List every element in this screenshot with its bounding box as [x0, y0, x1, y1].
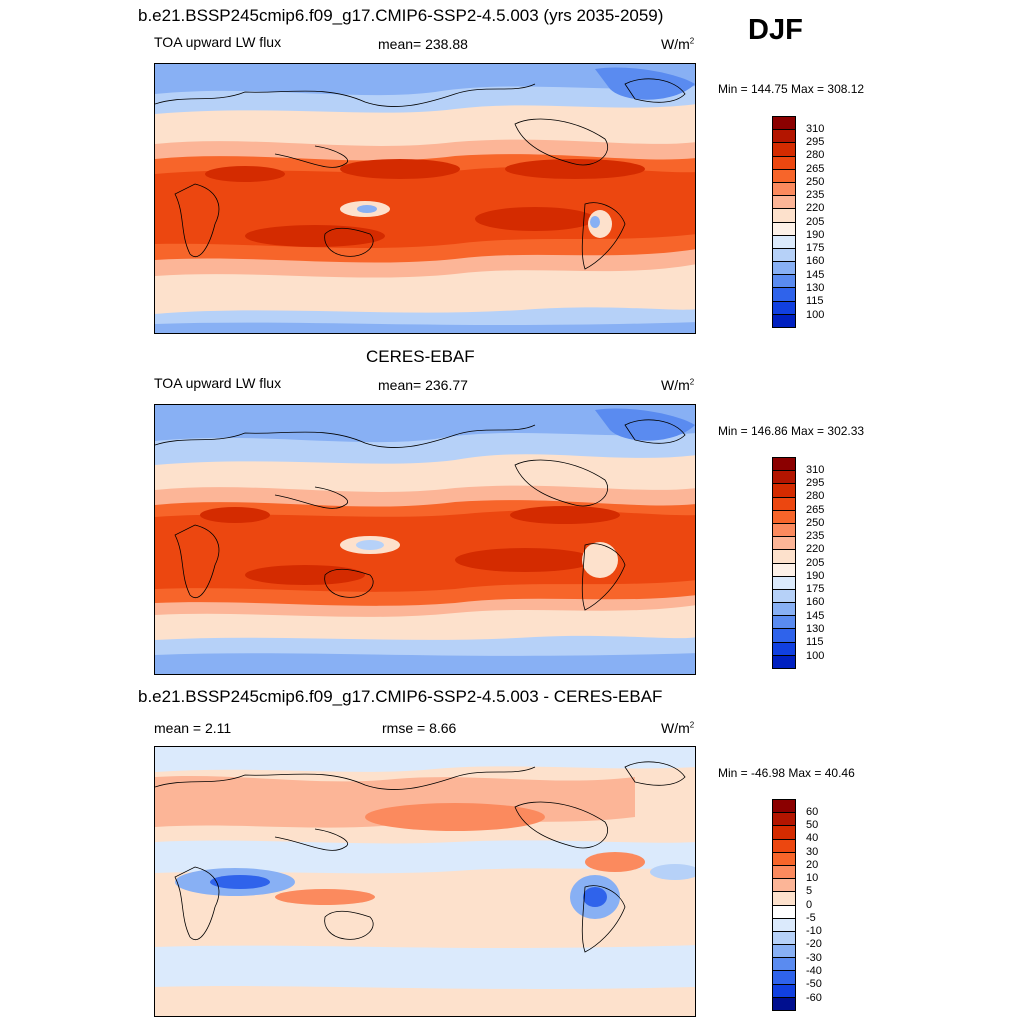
panel1-cbar-label: 145 — [806, 269, 825, 281]
panel1-cbar-label: 115 — [806, 295, 824, 307]
panel1-cbar-label: 280 — [806, 149, 825, 161]
panel2-cbar-label: 205 — [806, 557, 825, 569]
panel2-cbar-label: 130 — [806, 623, 825, 635]
panel3-minmax: Min = -46.98 Max = 40.46 — [718, 766, 855, 780]
panel3-title: b.e21.BSSP245cmip6.f09_g17.CMIP6-SSP2-4.… — [138, 687, 663, 706]
panel3-cbar-label: 30 — [806, 846, 819, 858]
panel3-cbar-label: 40 — [806, 832, 819, 844]
panel3-cbar-label: 20 — [806, 859, 819, 871]
panel1-cbar-label: 205 — [806, 216, 825, 228]
panel2-colorbar: 310 295 280 265 250 235 220 205 190 175 … — [772, 457, 824, 669]
panel1-cbar-label: 220 — [806, 202, 825, 214]
panel1-cbar-label: 310 — [806, 123, 825, 135]
panel3-cbar-label: 5 — [806, 885, 813, 897]
panel1-map-svg — [155, 64, 695, 333]
panel2-cbar-label: 280 — [806, 490, 825, 502]
panel2-colorbar-boxes — [772, 457, 796, 669]
panel1-cbar-label: 235 — [806, 189, 825, 201]
panel3-cbar-label: 10 — [806, 872, 819, 884]
panel2-cbar-label: 295 — [806, 477, 825, 489]
panel3-mean-label: mean = 2.11 — [154, 720, 232, 736]
panel3-cbar-label: -20 — [806, 938, 822, 950]
panel1-cbar-label: 175 — [806, 242, 825, 254]
panel2-cbar-label: 145 — [806, 610, 825, 622]
panel1-cbar-label: 160 — [806, 255, 825, 267]
panel3-cbar-label: -40 — [806, 965, 822, 977]
panel1-title: b.e21.BSSP245cmip6.f09_g17.CMIP6-SSP2-4.… — [138, 6, 664, 25]
panel1-cbar-label: 250 — [806, 176, 825, 188]
panel1-minmax: Min = 144.75 Max = 308.12 — [718, 82, 865, 96]
panel3-cbar-label: 0 — [806, 899, 813, 911]
panel1-map — [154, 63, 696, 334]
panel3-cbar-label: -10 — [806, 925, 822, 937]
panel3-colorbar: 60 50 40 30 20 10 5 0 -5 -10 -20 -30 -40… — [772, 799, 822, 1011]
panel1-cbar-label: 295 — [806, 136, 825, 148]
panel3-cbar-label: -30 — [806, 952, 822, 964]
panel3-map — [154, 746, 696, 1017]
season-label: DJF — [748, 14, 803, 46]
panel2-cbar-label: 160 — [806, 596, 825, 608]
panel3-map-svg — [155, 747, 695, 1016]
panel1-cbar-label: 100 — [806, 309, 825, 321]
panel2-cbar-label: 250 — [806, 517, 825, 529]
panel2-field-label: TOA upward LW flux — [154, 375, 282, 391]
panel3-cbar-label: -60 — [806, 992, 822, 1004]
panel3-cbar-label: 60 — [806, 806, 819, 818]
panel2-map-svg — [155, 405, 695, 674]
panel2-cbar-label: 100 — [806, 650, 825, 662]
panel3-rmse-label: rmse = 8.66 — [382, 720, 457, 736]
panel2-title: CERES-EBAF — [366, 347, 475, 366]
panel2-mean-label: mean= 236.77 — [378, 377, 468, 393]
panel2-cbar-label: 115 — [806, 636, 824, 648]
panel1-mean-label: mean= 238.88 — [378, 36, 468, 52]
panel3-cbar-label: 50 — [806, 819, 819, 831]
panel1-cbar-label: 130 — [806, 282, 825, 294]
panel1-cbar-label: 190 — [806, 229, 825, 241]
panel2-map — [154, 404, 696, 675]
panel3-colorbar-boxes — [772, 799, 796, 1011]
panel2-cbar-label: 310 — [806, 464, 825, 476]
panel2-cbar-label: 175 — [806, 583, 825, 595]
panel3-cbar-label: -50 — [806, 978, 822, 990]
panel1-cbar-label: 265 — [806, 163, 825, 175]
panel3-cbar-label: -5 — [806, 912, 816, 924]
panel1-field-label: TOA upward LW flux — [154, 34, 282, 50]
panel1-colorbar: 310 295 280 265 250 235 220 205 190 175 … — [772, 116, 824, 328]
panel2-minmax: Min = 146.86 Max = 302.33 — [718, 424, 865, 438]
panel2-cbar-label: 235 — [806, 530, 825, 542]
panel2-cbar-label: 220 — [806, 543, 825, 555]
panel1-units: W/m2 — [661, 36, 695, 52]
panel3-units: W/m2 — [661, 720, 695, 736]
panel2-cbar-label: 190 — [806, 570, 825, 582]
panel2-units: W/m2 — [661, 377, 695, 393]
panel2-cbar-label: 265 — [806, 504, 825, 516]
panel1-colorbar-boxes — [772, 116, 796, 328]
